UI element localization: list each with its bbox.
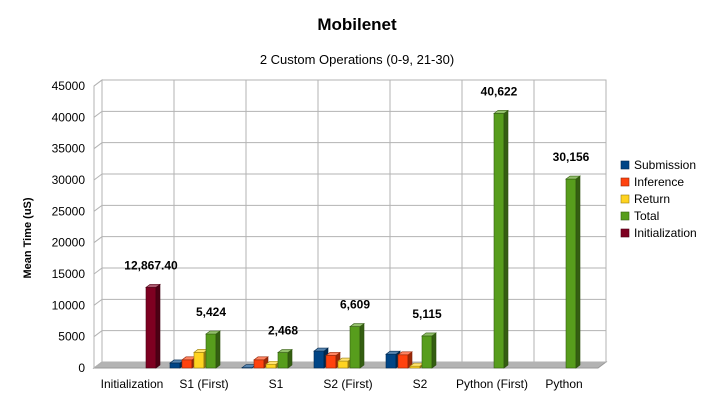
legend-label: Submission (634, 158, 696, 172)
bar-total-2 (277, 348, 293, 369)
legend-label: Return (634, 192, 670, 206)
legend-item: Submission (620, 158, 696, 172)
bar-inference-4 (397, 351, 413, 369)
x-tick-label: Python (First) (456, 377, 528, 391)
plot-back-wall (101, 79, 607, 363)
y-axis-ticks: 0 5000 10000 15000 20000 25000 30000 35000 40000… (52, 79, 86, 375)
gridline (93, 298, 606, 306)
legend-swatch (620, 160, 630, 170)
legend-item: Total (620, 209, 659, 223)
y-tick-label: 35000 (52, 142, 86, 156)
gridline (93, 330, 606, 338)
legend-item: Return (620, 192, 670, 206)
gridline (93, 236, 606, 244)
legend-swatch (620, 177, 630, 187)
data-label: 2,468 (268, 324, 298, 338)
gridline (93, 142, 606, 150)
bar-inference-1 (181, 356, 197, 369)
data-label: 5,115 (412, 307, 442, 321)
y-axis-label: Mean Time (uS) (22, 197, 34, 278)
x-tick-label: S1 (269, 377, 284, 391)
bar-inference-2 (253, 356, 269, 369)
gridline (93, 267, 606, 275)
bars (145, 109, 581, 369)
bar-total-5 (493, 109, 509, 369)
y-tick-label: 20000 (52, 236, 86, 250)
x-axis-ticks: Initialization S1 (First) S1 S2 (First) S2 Py… (101, 377, 583, 391)
data-label: 40,622 (481, 84, 518, 98)
legend: Submission Inference Return Total Initializa… (620, 158, 697, 240)
gridline (93, 361, 606, 369)
y-tick-label: 40000 (52, 110, 86, 124)
gridline (93, 79, 606, 87)
data-labels: 12,867.40 5,424 2,468 6,609 5,115 40,622 30,15… (124, 84, 589, 337)
data-label: 30,156 (553, 150, 590, 164)
gridline (93, 110, 606, 118)
x-tick-label: S2 (413, 377, 428, 391)
y-tick-label: 15000 (52, 267, 86, 281)
gridline (93, 173, 606, 181)
y-tick-label: 10000 (52, 298, 86, 312)
legend-item: Initialization (620, 226, 697, 240)
y-tick-label: 25000 (52, 204, 86, 218)
bar-total-1 (205, 330, 221, 369)
plot-side-wall (93, 79, 103, 369)
data-label: 12,867.40 (124, 258, 178, 272)
x-tick-label: Python (545, 377, 582, 391)
legend-swatch (620, 228, 630, 238)
bar-total-4 (421, 332, 437, 369)
gridline (93, 204, 606, 212)
data-label: 5,424 (196, 305, 226, 319)
plot-area (92, 79, 608, 369)
legend-label: Initialization (634, 226, 697, 240)
bar-total-3 (349, 322, 365, 369)
x-tick-label: S1 (First) (179, 377, 228, 391)
y-tick-label: 0 (78, 361, 85, 375)
legend-label: Inference (634, 175, 684, 189)
y-tick-label: 5000 (58, 330, 85, 344)
data-label: 6,609 (340, 298, 370, 312)
chart-title: Mobilenet (317, 15, 397, 34)
y-tick-label: 45000 (52, 79, 86, 93)
bar-initialization-0 (145, 283, 161, 369)
chart-subtitle: 2 Custom Operations (0-9, 21-30) (260, 52, 454, 67)
legend-label: Total (634, 209, 659, 223)
x-tick-label: Initialization (101, 377, 164, 391)
bar-total-6 (565, 175, 581, 369)
y-tick-label: 30000 (52, 173, 86, 187)
legend-item: Inference (620, 175, 684, 189)
legend-swatch (620, 194, 630, 204)
x-tick-label: S2 (First) (323, 377, 372, 391)
legend-swatch (620, 211, 630, 221)
